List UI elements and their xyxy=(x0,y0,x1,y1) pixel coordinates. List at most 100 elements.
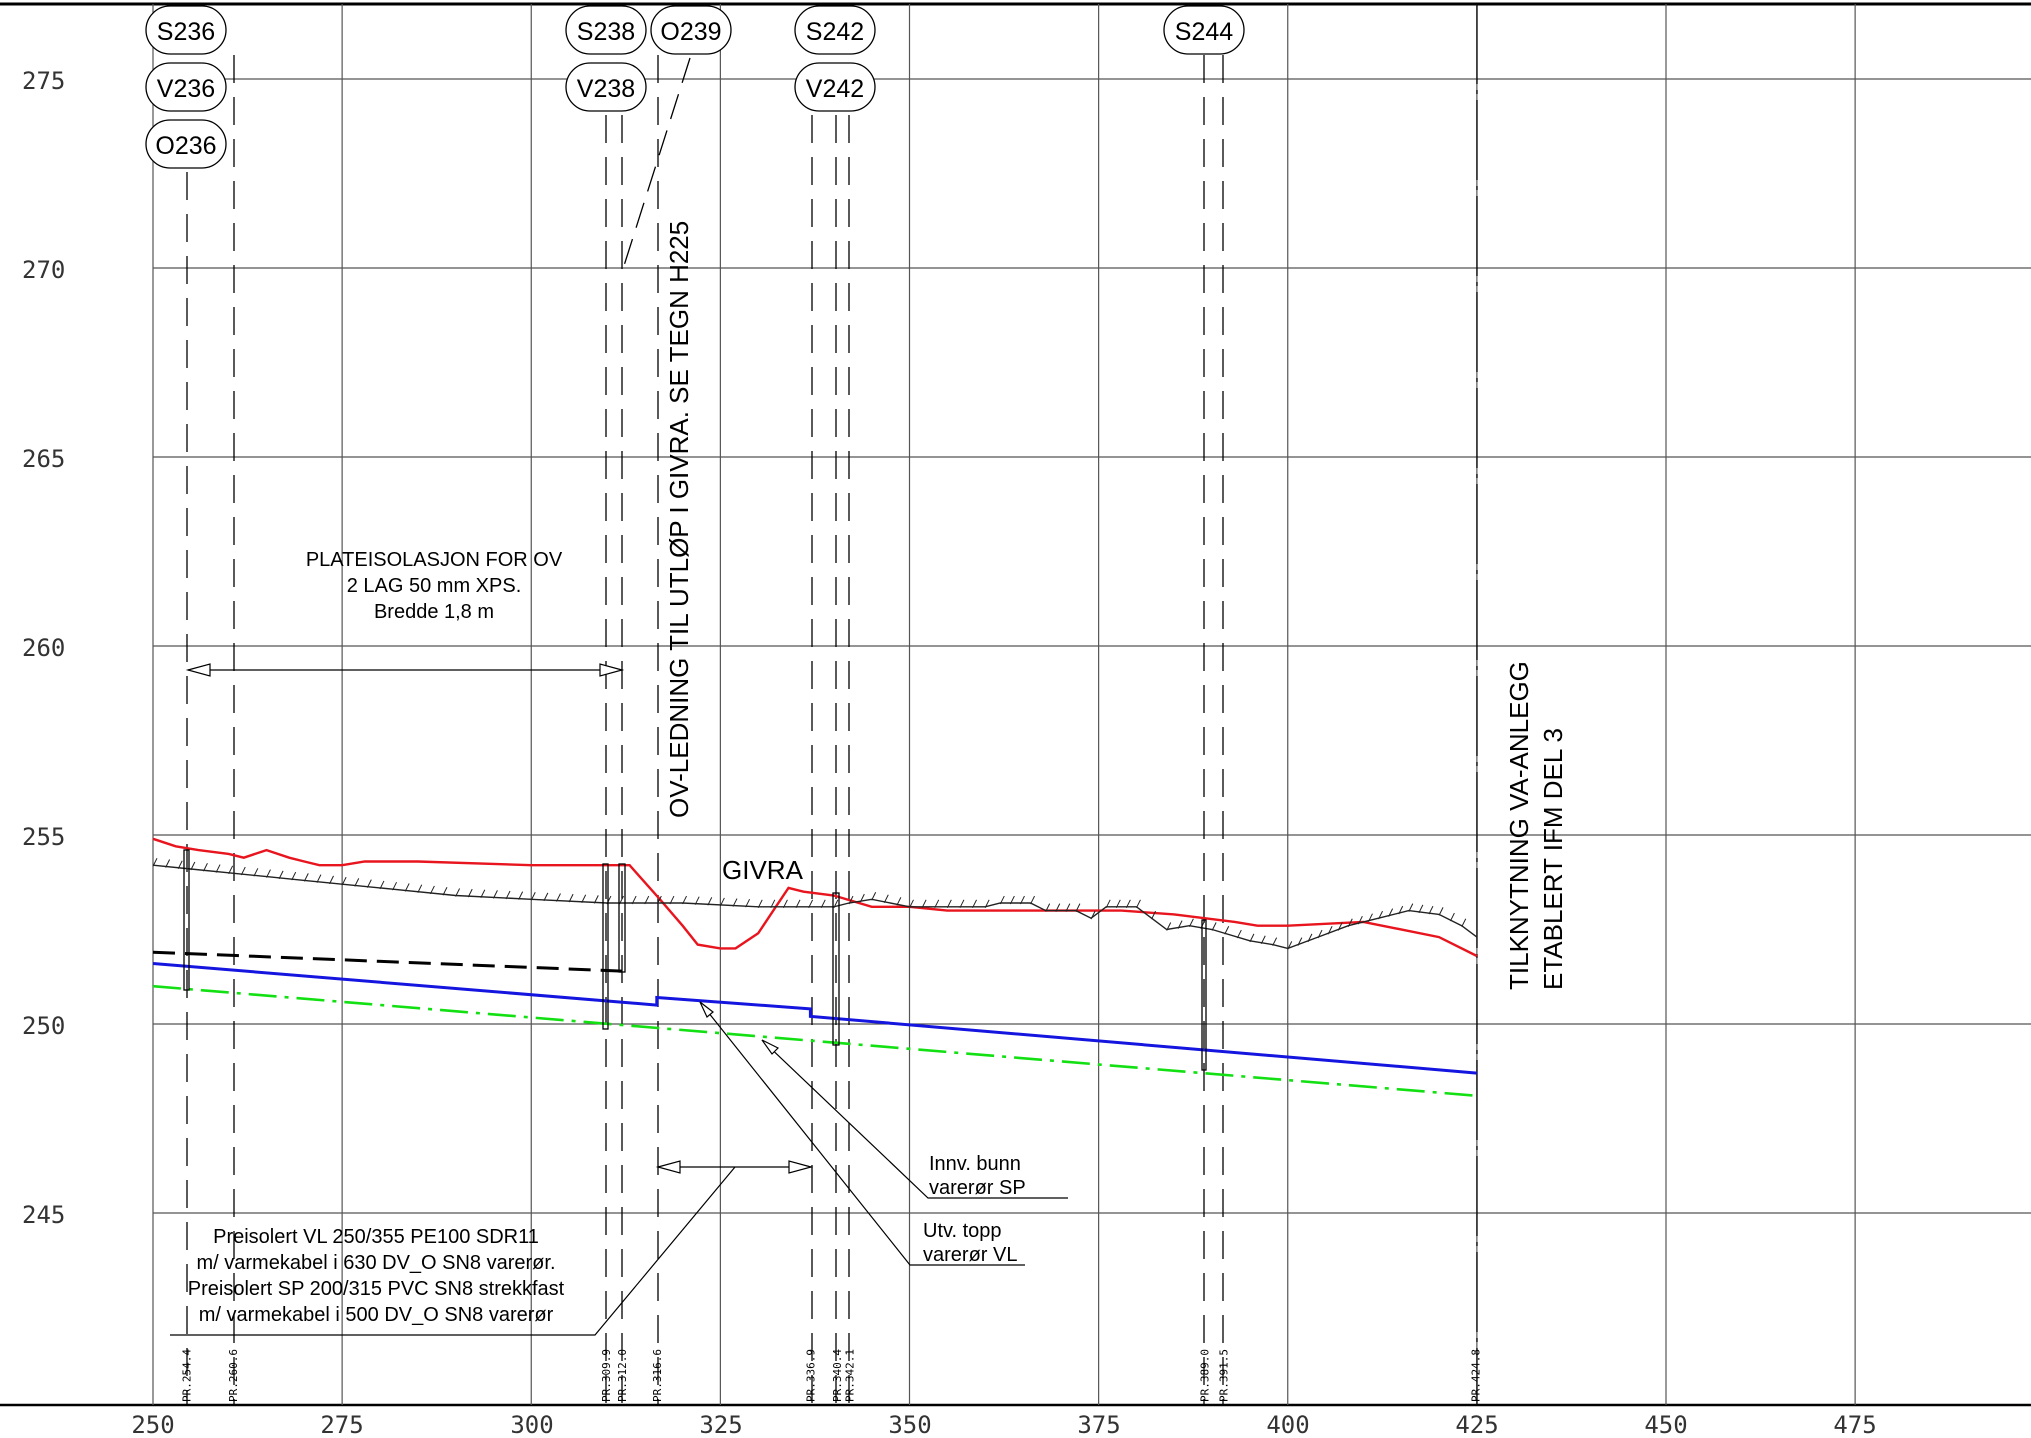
terrain-hatch-mark xyxy=(228,865,234,875)
terrain-hatch-mark xyxy=(404,883,410,892)
terrain-hatch-mark xyxy=(1009,895,1015,905)
terrain-hatch-mark xyxy=(1317,929,1323,939)
series-line-terrain-black xyxy=(152,864,1478,950)
terrain-hatch-mark xyxy=(518,891,524,900)
x-tick-label: 400 xyxy=(1266,1411,1309,1438)
node-columns xyxy=(186,4,1478,1405)
terrain-hatch-mark xyxy=(1272,937,1278,946)
tie-in-note-line2: ETABLERT IFM DEL 3 xyxy=(1538,728,1568,990)
terrain-hatch-mark xyxy=(152,858,158,867)
arrow-right-icon xyxy=(599,663,625,677)
y-tick-label: 265 xyxy=(22,445,65,473)
terrain-hatch-mark xyxy=(530,892,536,901)
terrain-hatch-mark xyxy=(303,873,309,882)
node-label: V242 xyxy=(806,75,864,103)
terrain-hatch-mark xyxy=(379,880,385,890)
profile-marker-label: PR.340.4 xyxy=(831,1349,844,1402)
terrain-hatch-mark xyxy=(278,870,284,880)
y-axis-labels: 275 270 265 260 255 250 245 xyxy=(22,67,65,1229)
terrain-hatch-mark xyxy=(392,881,398,891)
x-tick-label: 375 xyxy=(1077,1411,1120,1438)
terrain-hatch-mark xyxy=(341,876,347,886)
shaft-s236 xyxy=(183,849,190,991)
terrain-hatch-mark xyxy=(1327,926,1333,935)
terrain-hatch-mark xyxy=(848,895,854,905)
terrain-hatch-mark xyxy=(782,899,788,909)
node-v238: V238 xyxy=(565,62,647,112)
terrain-hatch-mark xyxy=(1030,895,1035,905)
arrow-icon xyxy=(699,1001,714,1018)
inner-bottom-note-line1: Innv. bunn xyxy=(929,1153,1021,1175)
terrain-hatch-mark xyxy=(1260,935,1266,944)
node-o236: O236 xyxy=(145,119,227,169)
series-layer xyxy=(152,837,1478,1098)
terrain-hatch-mark xyxy=(215,864,221,873)
terrain-hatch-mark xyxy=(1055,903,1061,912)
terrain-hatch-mark xyxy=(656,895,662,905)
insulation-note-line2: 2 LAG 50 mm XPS. xyxy=(347,575,522,597)
pipe-spec-line3: Preisolert SP 200/315 PVC SN8 strekkfast xyxy=(188,1278,565,1300)
outer-top-note-line1: Utv. topp xyxy=(923,1220,1002,1242)
terrain-hatch-mark xyxy=(316,874,322,883)
x-tick-label: 325 xyxy=(699,1411,742,1438)
terrain-hatch-mark xyxy=(820,899,826,909)
profile-marker-label: PR.391.5 xyxy=(1217,1349,1230,1402)
series-line-pipe-blue xyxy=(152,962,1478,1075)
terrain-hatch-mark xyxy=(959,899,965,909)
terrain-hatch-mark xyxy=(1045,903,1051,912)
y-tick-label: 250 xyxy=(22,1012,65,1040)
terrain-hatch-mark xyxy=(505,890,511,900)
inner-bottom-leader xyxy=(761,1039,1068,1199)
x-tick-label: 350 xyxy=(888,1411,931,1438)
insulation-note-line3: Bredde 1,8 m xyxy=(374,601,494,623)
terrain-hatch-mark xyxy=(934,899,940,909)
profile-marker-label: PR.312.0 xyxy=(616,1349,629,1402)
terrain-hatch-mark xyxy=(745,898,751,908)
arrow-right-icon xyxy=(788,1160,814,1174)
node-s244: S244 xyxy=(1163,5,1245,55)
node-label: S242 xyxy=(806,18,864,46)
terrain-hatch-mark xyxy=(1418,904,1424,914)
annotations: PLATEISOLASJON FOR OV 2 LAG 50 mm XPS. B… xyxy=(188,221,1568,1326)
shaft-s238 xyxy=(602,863,609,1030)
shaft-s238-b xyxy=(618,863,626,973)
y-tick-label: 275 xyxy=(22,67,65,95)
terrain-hatch-mark xyxy=(190,861,196,871)
series-line-dashed-black xyxy=(152,950,623,973)
terrain-hatch-mark xyxy=(669,895,675,905)
terrain-hatch-mark xyxy=(1307,933,1313,943)
terrain-hatch-mark xyxy=(1287,941,1293,950)
river-label: GIVRA xyxy=(722,855,804,885)
profile-marker-label: PR.254.4 xyxy=(180,1349,193,1402)
terrain-hatch-mark xyxy=(1105,899,1111,909)
terrain-hatch-mark xyxy=(329,875,334,885)
terrain-hatch-mark xyxy=(1224,926,1230,935)
terrain-hatch-mark xyxy=(1398,905,1404,915)
terrain-hatch-mark xyxy=(1125,899,1131,909)
terrain-hatch-mark xyxy=(556,893,561,902)
outer-top-leader xyxy=(699,1001,1025,1266)
terrain-hatch-mark xyxy=(467,888,473,898)
outer-top-note-line2: varerør VL xyxy=(923,1244,1017,1266)
y-tick-label: 255 xyxy=(22,823,65,851)
node-label: O236 xyxy=(155,132,216,160)
pipe-spec-line2: m/ varmekabel i 630 DV_O SN8 varerør. xyxy=(196,1252,555,1274)
terrain-hatch-mark xyxy=(999,895,1005,905)
profile-marker-label: PR.336.9 xyxy=(804,1349,817,1402)
node-label: S244 xyxy=(1175,18,1233,46)
node-label: O239 xyxy=(660,18,721,46)
terrain-hatch-mark xyxy=(808,899,814,909)
node-s238: S238 xyxy=(565,5,647,55)
node-v236: V236 xyxy=(145,62,227,112)
tie-in-note-line1: TILKNYTNING VA-ANLEGG xyxy=(1504,661,1534,990)
terrain-hatch-mark xyxy=(354,878,360,887)
leader-lines xyxy=(170,1001,1068,1336)
x-tick-label: 275 xyxy=(320,1411,363,1438)
x-tick-label: 450 xyxy=(1644,1411,1687,1438)
pipe-spec-line4: m/ varmekabel i 500 DV_O SN8 varerør xyxy=(199,1304,554,1326)
arrow-left-icon xyxy=(655,1160,681,1174)
shaft-v242 xyxy=(832,892,840,1046)
arrow-icon xyxy=(761,1039,780,1055)
terrain-hatch-mark xyxy=(442,886,448,896)
